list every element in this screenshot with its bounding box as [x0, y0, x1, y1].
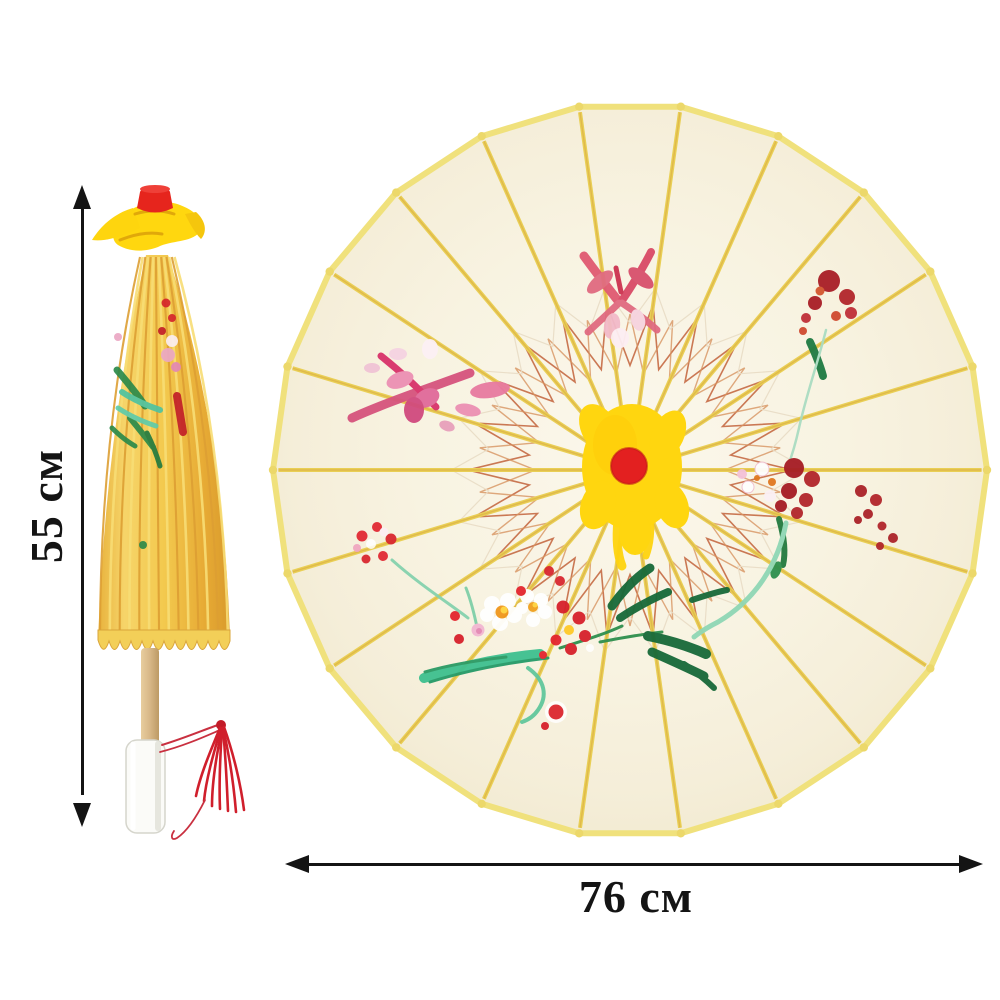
red-cap-top [140, 185, 170, 193]
red-tassel [159, 720, 246, 840]
painted-flowers [347, 248, 898, 730]
width-arrowhead-right [959, 855, 983, 873]
flower-spray-bottom [419, 563, 730, 730]
width-label: 76 см [578, 871, 694, 922]
width-arrow-line [305, 862, 963, 866]
orchid-left [347, 339, 510, 432]
height-arrowhead-bottom [73, 803, 91, 827]
height-label: 55 см [21, 448, 72, 564]
plum-cluster-right [691, 458, 898, 640]
height-arrow-line [80, 205, 84, 795]
plum-branch-top-right [786, 270, 857, 468]
red-cap [137, 186, 173, 213]
height-arrowhead-top [73, 185, 91, 209]
blossoms-left [353, 522, 470, 620]
fabric-bow [92, 201, 205, 251]
ruffled-edge [97, 629, 231, 650]
orchid-top [579, 248, 661, 348]
closed-canopy-paint [109, 298, 187, 549]
hub-red-center [611, 448, 647, 484]
wooden-shaft [141, 648, 159, 744]
width-arrowhead-left [285, 855, 309, 873]
umbrella-hub [579, 404, 690, 555]
